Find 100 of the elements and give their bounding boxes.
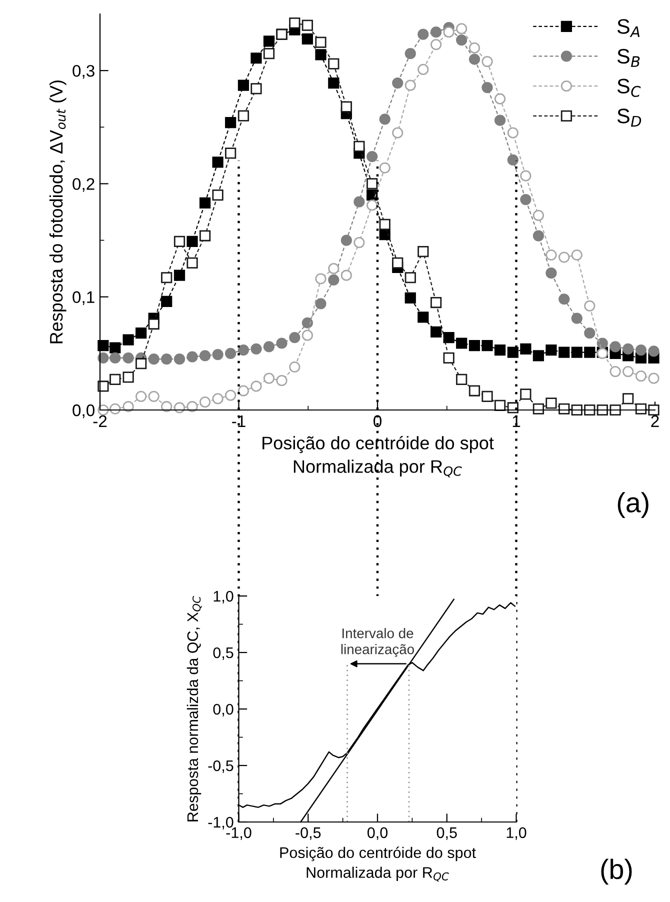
point — [392, 127, 404, 138]
point — [315, 298, 326, 310]
point — [122, 372, 134, 383]
point — [161, 272, 172, 284]
y-axis-title: Resposta normalizda da QC, X$_{QC}$ — [186, 596, 202, 822]
point — [468, 42, 480, 54]
point — [340, 270, 352, 281]
point — [494, 93, 506, 104]
point — [520, 170, 532, 182]
point — [199, 350, 211, 362]
point — [238, 80, 250, 91]
point — [532, 230, 544, 242]
point — [174, 402, 186, 414]
point — [571, 249, 582, 261]
point — [456, 23, 468, 34]
text: (a) — [618, 492, 648, 518]
point — [532, 350, 544, 362]
point — [136, 328, 147, 339]
point — [584, 328, 596, 339]
point — [315, 273, 326, 284]
point — [110, 342, 121, 354]
point — [238, 385, 250, 396]
point — [276, 338, 288, 349]
point — [161, 296, 172, 307]
point — [302, 20, 313, 31]
point — [366, 200, 378, 211]
annotation: Intervalo de linearização — [341, 628, 414, 658]
x-tick-label: -0,5 — [296, 827, 321, 840]
point — [456, 374, 468, 386]
point — [289, 361, 300, 373]
point — [418, 64, 429, 75]
point — [186, 236, 198, 247]
y-tick-label: 0,0 — [213, 704, 234, 716]
point — [110, 403, 121, 414]
point — [250, 343, 262, 354]
point — [546, 344, 557, 356]
point — [263, 48, 275, 60]
point — [354, 140, 365, 152]
point — [263, 341, 275, 352]
point — [212, 393, 224, 404]
point — [354, 196, 365, 208]
point — [610, 341, 621, 352]
point — [622, 343, 634, 354]
point — [302, 317, 313, 328]
point — [110, 374, 121, 386]
point — [302, 33, 313, 44]
point — [315, 36, 326, 48]
point — [174, 354, 186, 365]
point — [520, 194, 532, 206]
point — [584, 346, 596, 358]
point — [379, 162, 390, 174]
point — [404, 272, 416, 284]
point — [443, 26, 454, 38]
point — [532, 210, 544, 221]
point — [558, 252, 570, 263]
point — [571, 312, 582, 324]
point — [494, 114, 506, 126]
point — [225, 390, 236, 401]
x-tick-label: -1,0 — [226, 827, 252, 840]
point — [161, 401, 172, 412]
point — [98, 340, 109, 352]
y-tick-label: 0,1 — [72, 291, 94, 306]
point — [507, 402, 518, 414]
point — [482, 390, 493, 402]
point — [328, 263, 340, 274]
point — [482, 82, 493, 94]
x-tick-label: 0,0 — [367, 827, 388, 840]
point — [507, 127, 518, 138]
point — [186, 257, 198, 268]
y-tick-label: 0,3 — [72, 64, 94, 79]
point — [110, 352, 121, 364]
text: (b) — [601, 858, 632, 885]
point — [443, 352, 454, 364]
point — [136, 390, 147, 402]
point — [443, 332, 454, 344]
point — [122, 401, 134, 412]
point — [263, 36, 275, 47]
point — [238, 344, 250, 356]
point — [507, 346, 518, 358]
point — [456, 338, 468, 349]
point — [186, 351, 198, 362]
point — [392, 257, 404, 268]
point — [546, 249, 557, 261]
point — [404, 48, 416, 60]
point — [379, 218, 390, 230]
point — [289, 332, 300, 344]
legend-label: S$_{A}$ — [617, 19, 640, 38]
point — [648, 372, 660, 384]
x-tick-label: 2 — [651, 415, 659, 427]
point — [366, 178, 378, 190]
point — [494, 400, 506, 412]
x-tick-label: 0,5 — [436, 827, 457, 840]
point — [648, 404, 660, 416]
point — [212, 156, 224, 168]
point — [379, 114, 390, 125]
point — [250, 52, 262, 64]
point — [418, 246, 429, 258]
point — [468, 54, 480, 65]
point — [354, 236, 365, 248]
point — [225, 117, 236, 128]
